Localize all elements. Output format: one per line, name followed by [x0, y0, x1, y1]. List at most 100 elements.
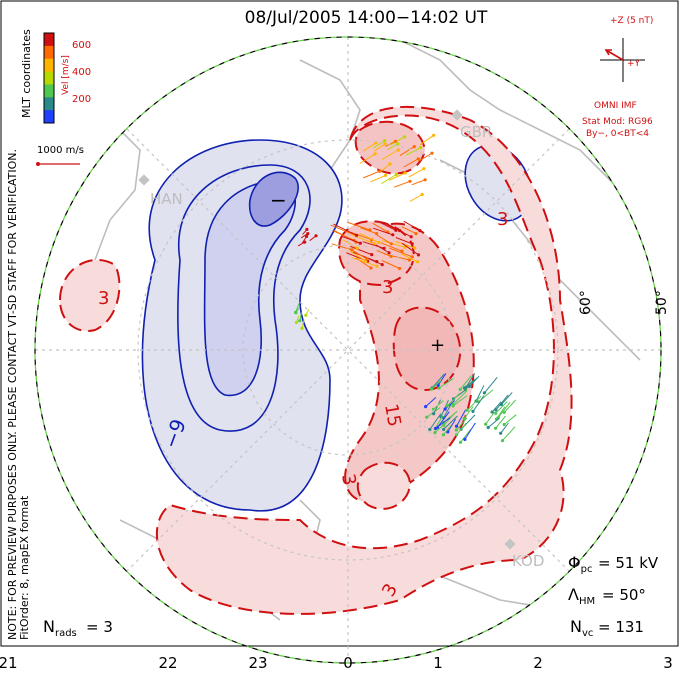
- velocity-vector: [333, 223, 359, 237]
- velocity-vector: [389, 247, 414, 259]
- param-n-rads: Nrads = 3: [43, 617, 113, 639]
- velocity-vector: [379, 222, 398, 232]
- scale-label: 1000 m/s: [37, 145, 84, 156]
- velocity-vector: [484, 411, 495, 426]
- velocity-vector: [294, 315, 300, 324]
- velocity-vector: [443, 400, 455, 411]
- mlt-tick-label: 3: [663, 654, 673, 672]
- velocity-vector: [381, 148, 400, 160]
- velocity-vector: [384, 222, 402, 233]
- velocity-vector: [409, 192, 424, 202]
- velocity-vector: [442, 415, 458, 431]
- imf-y-label: +Y: [627, 59, 641, 69]
- velocity-vector: [388, 171, 407, 181]
- velocity-vector: [300, 319, 305, 330]
- velocity-vector: [297, 240, 307, 247]
- velocity-vector: [499, 392, 513, 407]
- colorbar-label: Vel [m/s]: [61, 55, 71, 95]
- svg-text:= 131: = 131: [598, 618, 644, 636]
- velocity-vector: [390, 135, 407, 146]
- colorbar-segment: [44, 33, 54, 47]
- velocity-vector: [454, 417, 468, 432]
- colorbar-segment: [44, 71, 54, 85]
- velocity-vector: [417, 151, 434, 162]
- velocity-vector: [424, 397, 437, 409]
- velocity-vector: [374, 142, 387, 152]
- latitude-label-60: 60°: [578, 290, 594, 315]
- velocity-vector: [342, 236, 362, 245]
- contour-label-d: 3: [337, 472, 360, 487]
- velocity-vector: [370, 173, 388, 183]
- station-kod: KOD: [512, 552, 544, 570]
- velocity-vector: [302, 227, 309, 235]
- velocity-vector: [419, 133, 436, 146]
- mlt-tick-label: 2: [533, 654, 543, 672]
- mlt-tick-label: 0: [343, 654, 353, 672]
- velocity-vector: [406, 145, 423, 156]
- velocity-vector: [403, 220, 422, 233]
- velocity-vector: [474, 385, 485, 403]
- velocity-vector: [304, 308, 310, 317]
- velocity-vector: [386, 142, 400, 151]
- colorbar-segment: [44, 97, 54, 111]
- map-title: 08/Jul/2005 14:00−14:02 UT: [245, 8, 488, 28]
- velocity-vector: [494, 394, 509, 412]
- fit-order-note: FitOrder: 8, mapEX format: [18, 495, 31, 640]
- velocity-vector: [499, 422, 509, 435]
- contour-label-a: 3: [98, 288, 109, 309]
- velocity-vector: [359, 152, 377, 164]
- velocity-vector: [437, 378, 454, 390]
- colorbar-segment: [44, 58, 54, 73]
- velocity-vector: [376, 234, 393, 246]
- velocity-vector: [348, 247, 369, 261]
- mlt-tick-label: 23: [248, 654, 267, 672]
- colorbar-segment: [44, 84, 54, 98]
- param-n-vc: Nvc = 131: [570, 617, 644, 639]
- svg-text:Nvc: Nvc: [570, 617, 593, 639]
- velocity-vector: [393, 179, 412, 188]
- velocity-vector: [430, 380, 442, 391]
- preview-note: NOTE: FOR PREVIEW PURPOSES ONLY. PLEASE …: [6, 149, 19, 640]
- velocity-vector: [494, 401, 508, 415]
- velocity-vector: [362, 241, 386, 250]
- station-marker-kod: [504, 538, 516, 550]
- positive-convection-cell: [58, 105, 573, 615]
- velocity-vector: [486, 417, 500, 430]
- velocity-vector: [380, 162, 392, 173]
- imf-condition: By−, 0<BT<4: [586, 129, 649, 139]
- latitude-grid: [35, 37, 661, 663]
- colorbar-tick-600: 600: [72, 40, 91, 51]
- param-phi-pc: Φpc = 51 kV: [568, 553, 659, 575]
- velocity-vector: [359, 232, 381, 245]
- velocity-vector: [462, 406, 474, 421]
- station-gbr: GBR: [460, 123, 492, 141]
- velocity-vector: [434, 417, 451, 430]
- potential-minimum-marker: −: [270, 188, 287, 212]
- velocity-vector: [458, 428, 472, 444]
- velocity-vector: [381, 260, 402, 271]
- velocity-vector: [309, 234, 318, 242]
- velocity-vector: [360, 227, 379, 236]
- velocity-vector: [298, 312, 303, 323]
- velocity-colorbar: [43, 32, 55, 124]
- velocity-vector: [408, 167, 426, 178]
- velocity-vector: [471, 395, 485, 413]
- outer-boundary-green: [34, 36, 662, 664]
- scale-arrow: [36, 162, 80, 166]
- velocity-vector: [433, 423, 445, 435]
- velocity-vector: [399, 145, 416, 157]
- mlt-axis: 21 22 23 0 1 2 3: [0, 654, 673, 672]
- colorbar-tick-200: 200: [72, 94, 91, 105]
- velocity-vector: [454, 409, 467, 428]
- velocity-vector: [445, 392, 461, 408]
- station-marker-han: [138, 174, 150, 186]
- velocity-vector: [411, 178, 427, 186]
- svg-text:Nrads: Nrads: [43, 617, 77, 639]
- potential-maximum-marker: +: [430, 335, 445, 356]
- velocity-vector: [352, 257, 379, 268]
- velocity-vector: [342, 239, 359, 250]
- station-han: HAN: [150, 190, 183, 208]
- velocity-vector: [403, 157, 420, 168]
- svg-text:Φpc: Φpc: [568, 553, 592, 575]
